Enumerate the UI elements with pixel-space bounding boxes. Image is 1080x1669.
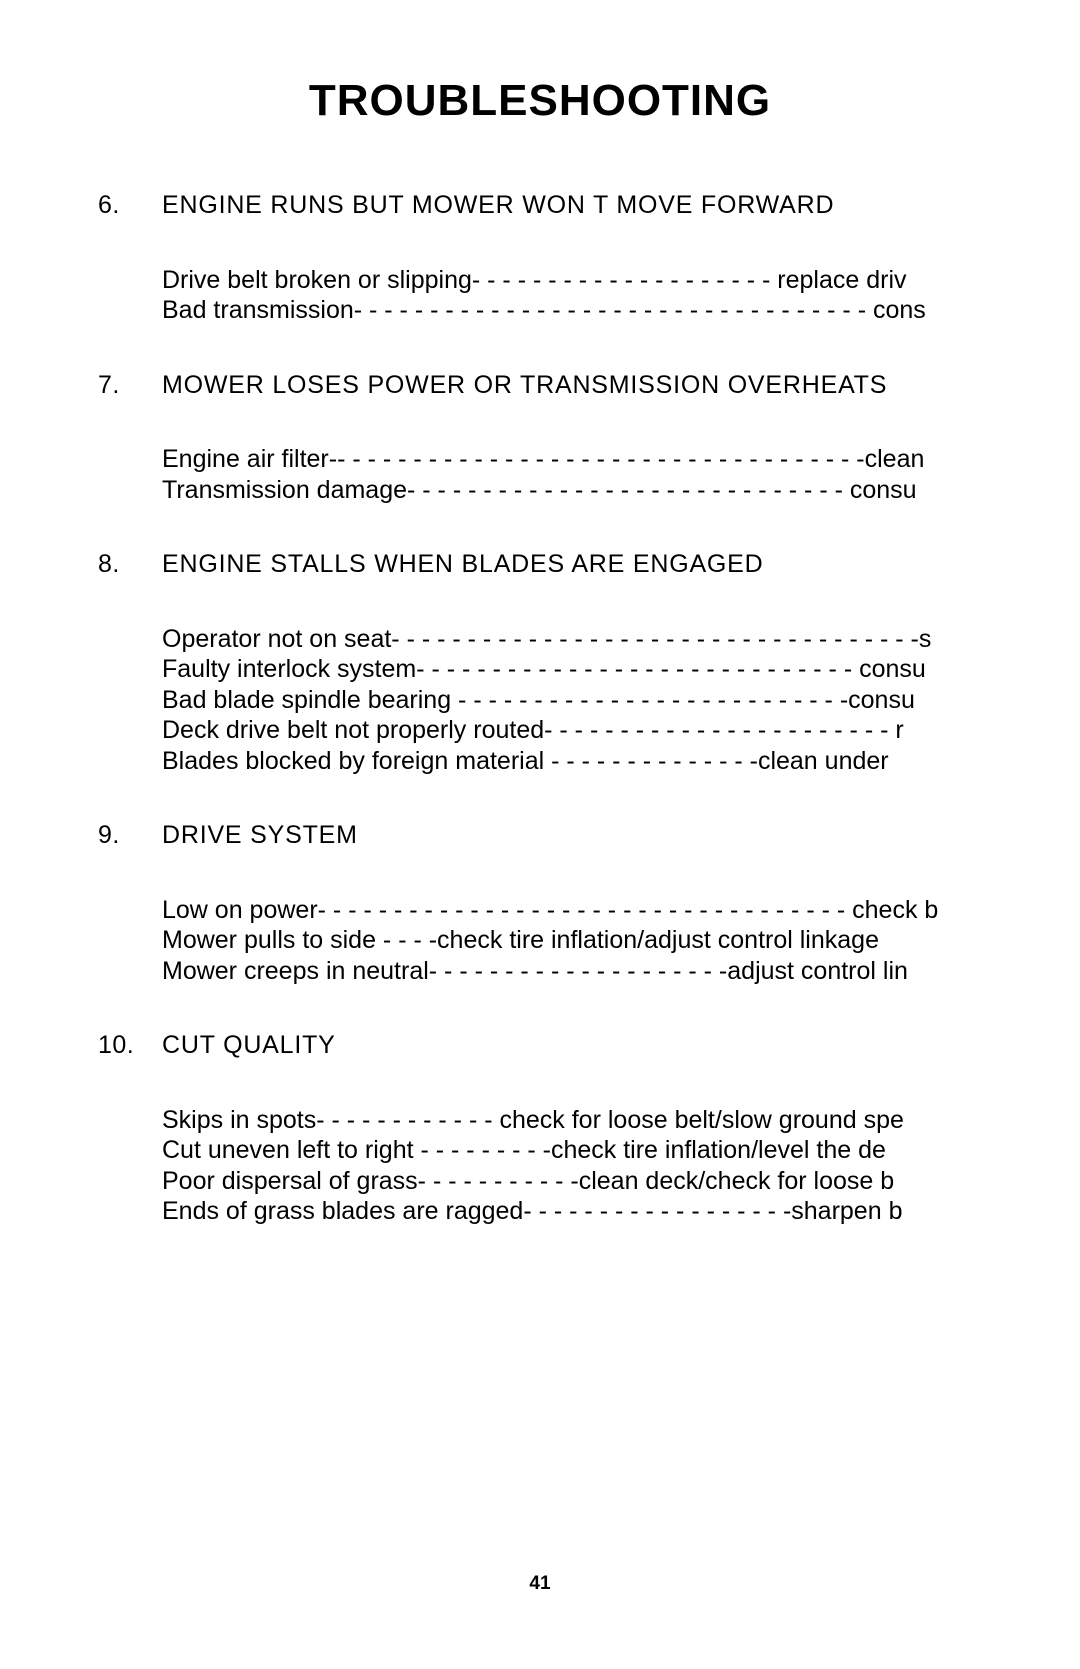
item-line: Bad blade spindle bearing - - - - - - - … <box>162 685 1080 716</box>
item-line: Cut uneven left to right - - - - - - - -… <box>162 1135 1080 1166</box>
item-line: Operator not on seat- - - - - - - - - - … <box>162 624 1080 655</box>
content-area: 6.ENGINE RUNS BUT MOWER WON T MOVE FORWA… <box>98 190 1080 1227</box>
item-line: Skips in spots- - - - - - - - - - - - ch… <box>162 1105 1080 1136</box>
section-title: ENGINE STALLS WHEN BLADES ARE ENGAGED <box>162 549 764 580</box>
section-title: CUT QUALITY <box>162 1030 336 1061</box>
item-line: Poor dispersal of grass- - - - - - - - -… <box>162 1166 1080 1197</box>
section-number: 7. <box>98 370 162 401</box>
section-title: MOWER LOSES POWER OR TRANSMISSION OVERHE… <box>162 370 887 401</box>
item-line: Faulty interlock system- - - - - - - - -… <box>162 654 1080 685</box>
section-heading: 8.ENGINE STALLS WHEN BLADES ARE ENGAGED <box>98 549 1080 580</box>
section-heading: 9.DRIVE SYSTEM <box>98 820 1080 851</box>
section-number: 9. <box>98 820 162 851</box>
section-number: 6. <box>98 190 162 221</box>
section-title: DRIVE SYSTEM <box>162 820 358 851</box>
section-title: ENGINE RUNS BUT MOWER WON T MOVE FORWARD <box>162 190 834 221</box>
item-line: Deck drive belt not properly routed- - -… <box>162 715 1080 746</box>
item-line: Transmission damage- - - - - - - - - - -… <box>162 475 1080 506</box>
item-line: Drive belt broken or slipping- - - - - -… <box>162 265 1080 296</box>
item-line: Mower pulls to side - - - -check tire in… <box>162 925 1080 956</box>
manual-page: TROUBLESHOOTING 6.ENGINE RUNS BUT MOWER … <box>0 0 1080 1669</box>
page-number: 41 <box>0 1573 1080 1595</box>
section-number: 10. <box>98 1030 162 1061</box>
section-items: Operator not on seat- - - - - - - - - - … <box>162 624 1080 777</box>
section-heading: 7.MOWER LOSES POWER OR TRANSMISSION OVER… <box>98 370 1080 401</box>
page-title: TROUBLESHOOTING <box>0 76 1080 126</box>
item-line: Mower creeps in neutral- - - - - - - - -… <box>162 956 1080 987</box>
section-items: Skips in spots- - - - - - - - - - - - ch… <box>162 1105 1080 1227</box>
section-items: Drive belt broken or slipping- - - - - -… <box>162 265 1080 326</box>
section-heading: 10.CUT QUALITY <box>98 1030 1080 1061</box>
section-items: Engine air filter-- - - - - - - - - - - … <box>162 444 1080 505</box>
item-line: Ends of grass blades are ragged- - - - -… <box>162 1196 1080 1227</box>
section-items: Low on power- - - - - - - - - - - - - - … <box>162 895 1080 987</box>
item-line: Engine air filter-- - - - - - - - - - - … <box>162 444 1080 475</box>
item-line: Blades blocked by foreign material - - -… <box>162 746 1080 777</box>
item-line: Bad transmission- - - - - - - - - - - - … <box>162 295 1080 326</box>
section-heading: 6.ENGINE RUNS BUT MOWER WON T MOVE FORWA… <box>98 190 1080 221</box>
item-line: Low on power- - - - - - - - - - - - - - … <box>162 895 1080 926</box>
section-number: 8. <box>98 549 162 580</box>
